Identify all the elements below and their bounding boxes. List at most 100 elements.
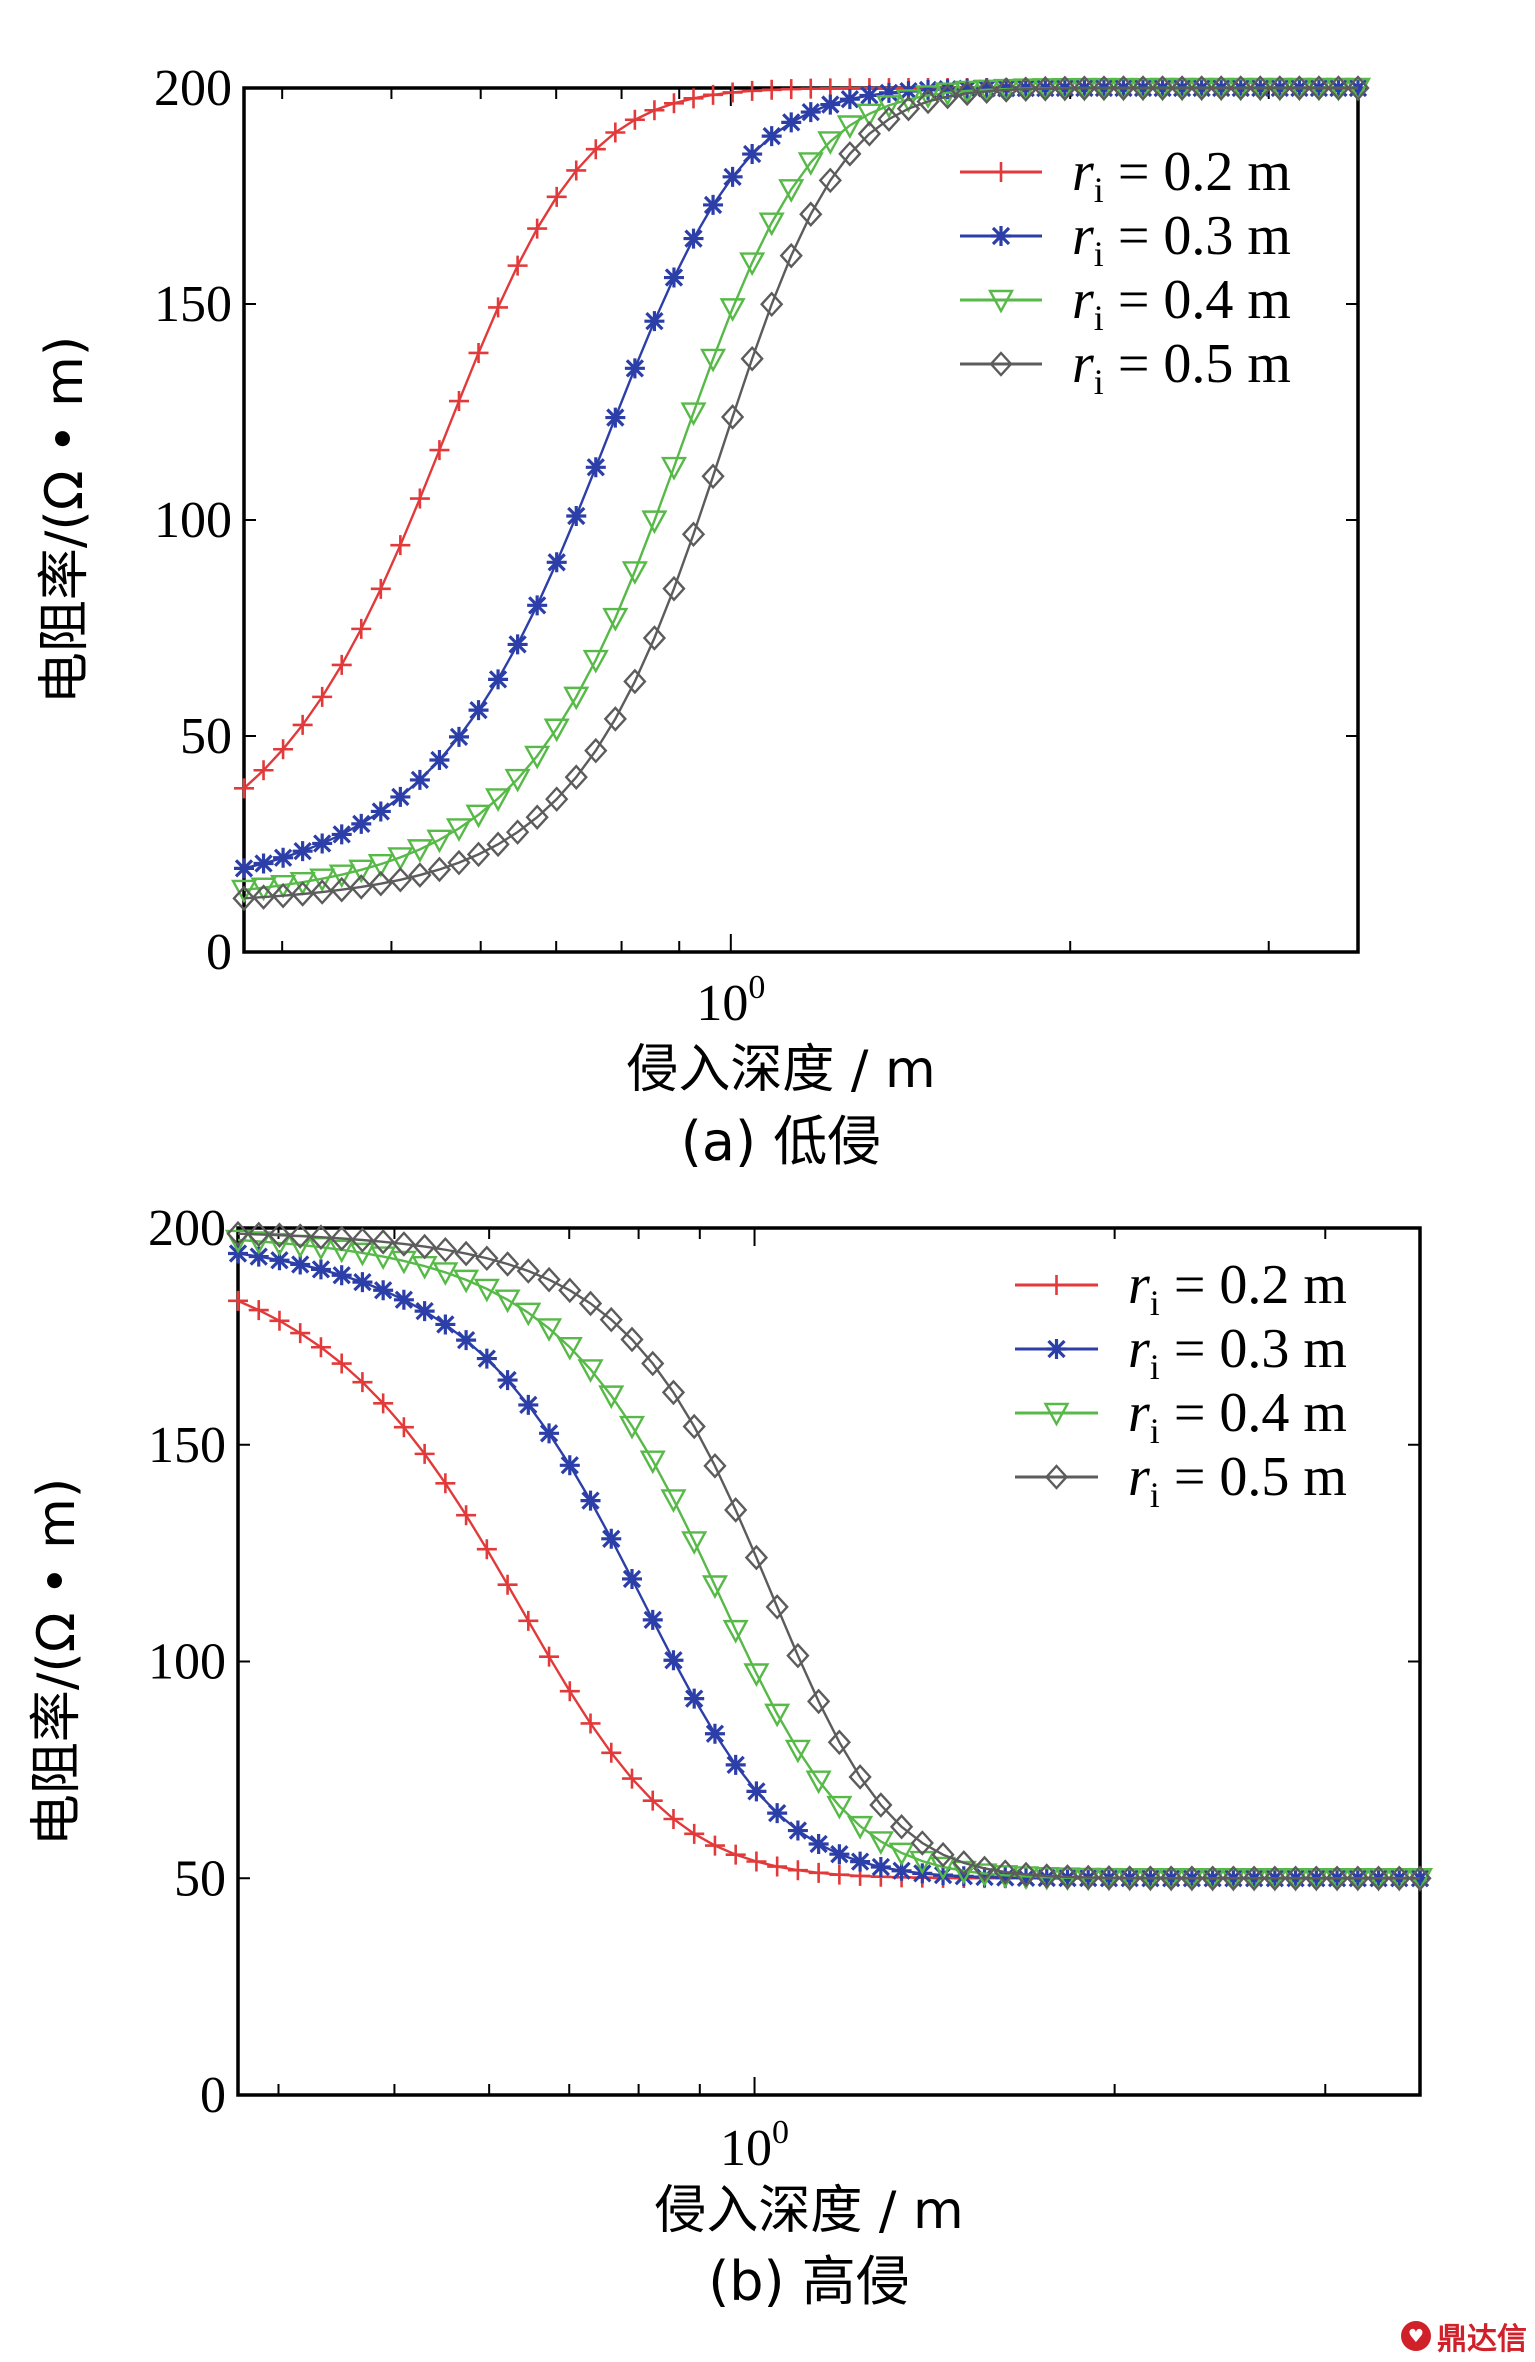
- data-point: [566, 160, 587, 181]
- data-point: [1053, 75, 1077, 102]
- data-point: [310, 1337, 331, 1358]
- data-point: [935, 83, 960, 110]
- data-point: [251, 884, 276, 910]
- data-point: [642, 625, 667, 651]
- data-point: [820, 94, 841, 115]
- data-point: [414, 1443, 435, 1464]
- figure-caption: (b) 高侵: [708, 2250, 910, 2313]
- data-point: [681, 521, 706, 548]
- data-point: [525, 804, 549, 831]
- y-tick-label: 100: [148, 1634, 226, 1691]
- data-point: [468, 700, 489, 721]
- data-point: [602, 607, 629, 632]
- data-point: [1307, 75, 1331, 101]
- data-point: [1242, 1865, 1266, 1892]
- data-point: [639, 1450, 666, 1475]
- data-point: [722, 166, 743, 187]
- data-point: [888, 1842, 915, 1867]
- data-point: [310, 1259, 331, 1280]
- data-point: [642, 1609, 663, 1630]
- data-point: [1304, 1865, 1328, 1892]
- data-point: [725, 1754, 746, 1775]
- data-point: [847, 1815, 874, 1840]
- data-point: [778, 179, 805, 203]
- data-point: [310, 879, 334, 905]
- data-point: [465, 804, 492, 829]
- data-point: [273, 847, 294, 868]
- data-point: [1209, 75, 1233, 101]
- data-point: [373, 1280, 394, 1301]
- data-point: [351, 813, 372, 834]
- data-point: [1014, 76, 1038, 102]
- legend-label: ri = 0.5 m: [1128, 1446, 1347, 1515]
- data-point: [247, 1221, 271, 1248]
- data-point: [331, 654, 352, 675]
- data-point: [1325, 1865, 1349, 1892]
- data-point: [228, 1290, 248, 1311]
- y-tick-label: 200: [148, 1200, 226, 1257]
- data-point: [564, 764, 588, 790]
- data-point: [466, 841, 491, 868]
- data-point: [1055, 1864, 1080, 1890]
- data-point: [618, 1415, 646, 1440]
- data-point: [1016, 1867, 1036, 1888]
- y-tick-label: 150: [148, 1417, 226, 1474]
- data-point: [800, 102, 821, 123]
- data-point: [744, 1544, 769, 1571]
- data-point: [850, 1851, 871, 1872]
- data-point: [546, 186, 567, 207]
- data-point: [392, 1231, 416, 1257]
- data-point: [743, 1663, 770, 1687]
- data-point: [953, 1866, 974, 1887]
- data-point: [700, 348, 727, 373]
- data-point: [994, 77, 1018, 103]
- data-point: [760, 291, 784, 318]
- data-point: [838, 141, 862, 167]
- watermark-text: 鼎达信: [1437, 2322, 1527, 2357]
- y-tick-label: 0: [200, 2067, 226, 2124]
- data-point: [497, 1370, 518, 1391]
- data-point: [1076, 1864, 1100, 1891]
- data-point: [704, 1835, 725, 1856]
- data-point: [393, 1417, 414, 1438]
- data-point: [1092, 75, 1116, 101]
- data-point: [764, 1703, 791, 1728]
- legend-label: ri = 0.3 m: [1128, 1318, 1347, 1387]
- data-point: [543, 718, 570, 743]
- data-point: [742, 144, 763, 165]
- data-point: [740, 345, 764, 372]
- data-point: [497, 1574, 518, 1595]
- data-point: [488, 669, 509, 690]
- data-point: [660, 1489, 687, 1513]
- data-point: [331, 1353, 352, 1374]
- data-point: [328, 864, 355, 889]
- data-point: [896, 95, 921, 122]
- data-point: [805, 1770, 832, 1795]
- data-point: [253, 853, 274, 874]
- data-point: [660, 456, 687, 481]
- data-point: [435, 1473, 456, 1494]
- legend-marker: [1046, 1275, 1067, 1295]
- data-point: [584, 737, 608, 764]
- data-point: [719, 298, 746, 322]
- data-point: [273, 739, 294, 760]
- y-axis-label: 电阻率/(Ω • m): [27, 1478, 87, 1846]
- legend-entry: ri = 0.5 m: [1015, 1446, 1347, 1515]
- data-point: [486, 831, 510, 858]
- data-point: [599, 1306, 623, 1333]
- data-point: [432, 1262, 459, 1286]
- data-point: [622, 1568, 642, 1589]
- data-point: [267, 1222, 292, 1248]
- data-point: [937, 79, 958, 100]
- data-point: [352, 1372, 373, 1393]
- legend-marker: [1043, 1402, 1070, 1427]
- data-point: [661, 1379, 686, 1406]
- y-tick-label: 100: [154, 492, 232, 549]
- data-point: [435, 1314, 456, 1335]
- data-point: [799, 201, 823, 227]
- data-point: [808, 1862, 829, 1883]
- data-point: [447, 849, 471, 876]
- data-point: [1346, 75, 1370, 101]
- x-tick-label: 100: [720, 2114, 789, 2177]
- legend-marker: [1044, 1464, 1069, 1490]
